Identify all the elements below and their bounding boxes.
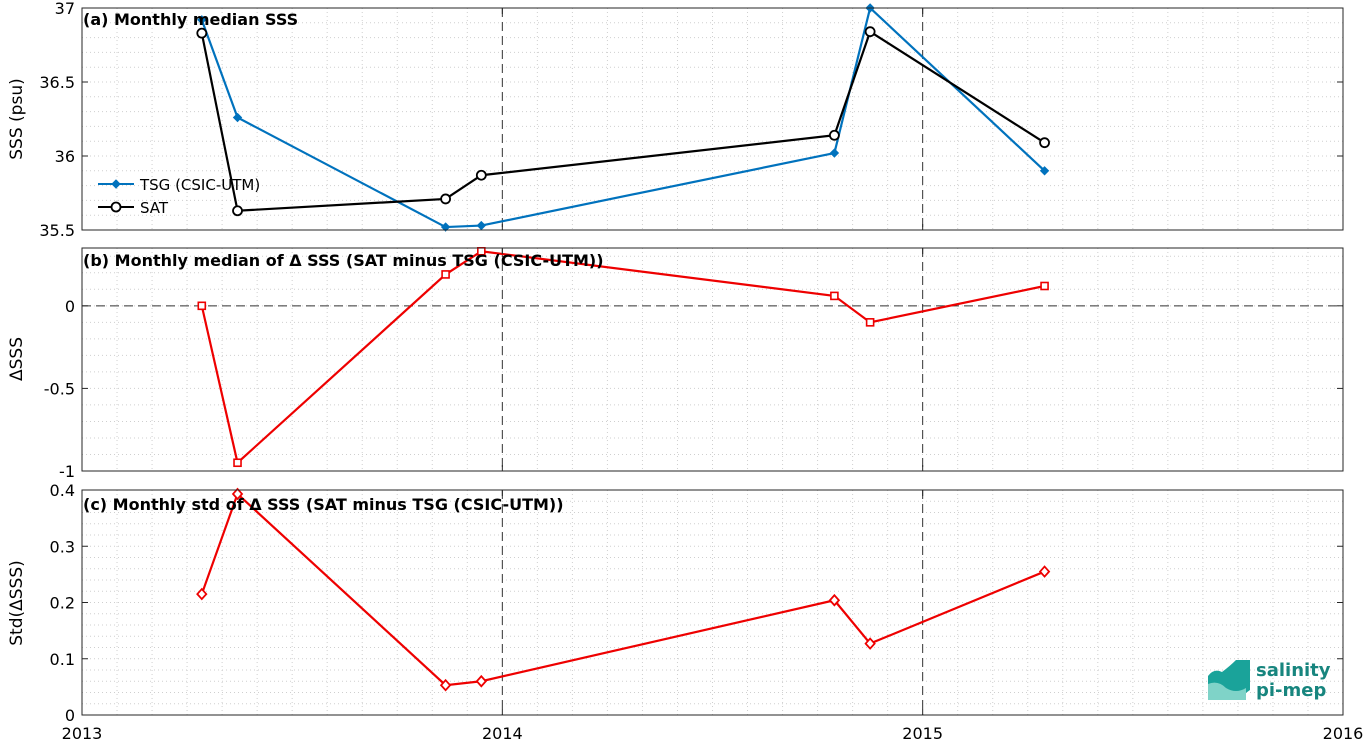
data-point [197,15,207,25]
series-line-1-0 [200,250,1045,465]
legend-sat-label: SAT [140,199,169,217]
data-point [865,318,875,327]
y-tick-label: 35.5 [39,221,75,240]
series-line-0-0 [200,5,1046,229]
data-point [232,112,243,123]
legend-sat-marker [110,201,122,213]
y-tick-label: 0.4 [50,481,75,500]
panel-a-title: (a) Monthly median SSS [83,10,298,29]
data-point [476,220,487,231]
y-tick-label: -0.5 [44,379,75,398]
panel-c-ylabel: Std(ΔSSS) [7,560,27,646]
data-point [828,593,841,607]
axes-box [81,7,1344,231]
data-point [196,27,208,39]
data-point [197,301,207,311]
data-point [439,678,452,692]
series-line-2-0 [200,492,1045,687]
panel-a-ylabel: SSS (psu) [7,78,27,159]
axes-box [81,247,1344,472]
data-point [440,193,451,205]
x-tick-label: 2013 [62,724,103,743]
data-point [233,458,242,468]
data-point [864,26,876,38]
data-point [475,169,487,181]
legend: TSG (CSIC-UTM) SAT [98,176,260,217]
data-point [232,205,243,217]
series-layer [196,3,1051,692]
data-point [440,222,451,232]
logo-line1: salinity [1256,660,1331,681]
salinity-pimep-logo: salinity pi-mep [1208,660,1331,701]
legend-tsg-label: TSG (CSIC-UTM) [139,176,260,194]
y-tick-label: 0 [65,297,75,316]
data-point [1038,565,1051,578]
data-point [864,637,876,650]
data-point [1039,166,1050,176]
data-point [1040,281,1049,291]
logo-wave-light-icon [1208,682,1246,700]
y-tick-label: 0.1 [50,650,75,669]
y-tick-label: 36.5 [39,73,75,92]
series-line-0-1 [200,30,1046,212]
y-tick-label: 0 [65,706,75,725]
panel-b-ylabel: ΔSSS [7,337,27,381]
legend-tsg-marker [111,179,121,189]
data-point [1039,137,1050,149]
y-tick-label: 0.2 [50,594,75,613]
x-tick-label: 2016 [1323,724,1364,743]
data-point [475,674,488,688]
data-point [829,148,840,158]
logo-line2: pi-mep [1256,680,1326,701]
data-point [828,129,840,141]
panel-c-title: (c) Monthly std of Δ SSS (SAT minus TSG … [83,495,564,514]
grid-layer [82,7,1343,716]
y-tick-label: -1 [59,462,75,481]
data-point [830,291,839,301]
data-point [441,270,450,279]
x-tick-label: 2015 [902,724,943,743]
data-point [231,487,244,501]
y-tick-label: 37 [55,0,75,18]
y-tick-label: 0.3 [50,537,75,556]
data-point [196,587,208,601]
reference-lines [82,8,1343,715]
y-tick-label: 36 [55,147,75,166]
panel-b-title: (b) Monthly median of Δ SSS (SAT minus T… [83,251,604,270]
x-tick-label: 2014 [482,724,523,743]
axes-layer: 35.5 36 36.5 37 -1 -0.5 0 0 0.1 0.2 0.3 0.4 2013 2014… [39,0,1363,743]
